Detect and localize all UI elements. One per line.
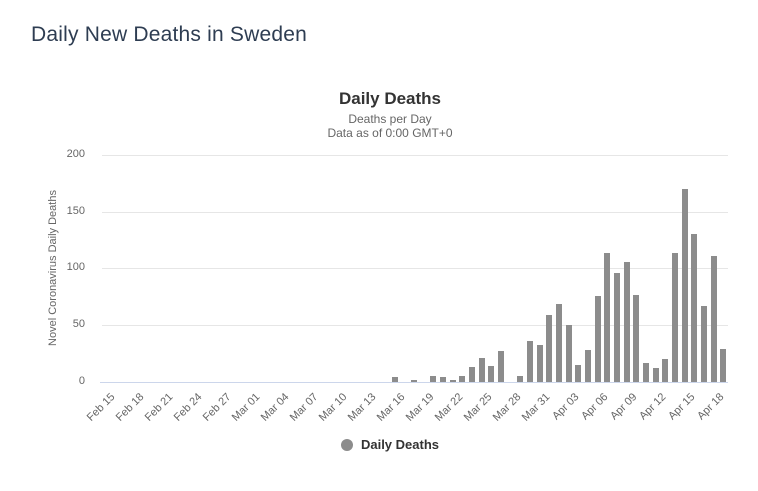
legend-label: Daily Deaths bbox=[360, 437, 440, 452]
x-tick-label-apr-03: Apr 03 bbox=[549, 391, 582, 423]
bar-apr-05[interactable] bbox=[584, 350, 591, 382]
x-tick-label-mar-07: Mar 07 bbox=[287, 391, 321, 424]
x-tick-label-mar-10: Mar 10 bbox=[316, 391, 350, 424]
gridline-50 bbox=[102, 325, 728, 326]
page-title: Daily New Deaths in Sweden bbox=[31, 23, 307, 46]
daily-deaths-chart: Daily Deaths Deaths per Day Data as of 0… bbox=[30, 85, 752, 485]
bar-apr-06[interactable] bbox=[594, 296, 601, 382]
bar-mar-31[interactable] bbox=[536, 345, 543, 382]
bar-apr-18[interactable] bbox=[710, 256, 717, 382]
bar-apr-07[interactable] bbox=[604, 253, 611, 382]
bar-apr-09[interactable] bbox=[623, 262, 630, 382]
chart-title: Daily Deaths bbox=[338, 89, 442, 108]
plot-area bbox=[100, 155, 728, 383]
bar-apr-01[interactable] bbox=[546, 315, 553, 382]
x-tick-label-feb-18: Feb 18 bbox=[113, 391, 147, 424]
x-tick-label-mar-13: Mar 13 bbox=[345, 391, 379, 424]
bar-apr-16[interactable] bbox=[691, 234, 698, 382]
bar-apr-15[interactable] bbox=[681, 189, 688, 382]
x-tick-label-mar-25: Mar 25 bbox=[461, 391, 495, 424]
x-tick-label-mar-01: Mar 01 bbox=[229, 391, 263, 424]
bar-mar-18[interactable] bbox=[411, 380, 417, 382]
bar-mar-26[interactable] bbox=[488, 366, 495, 382]
gridline-200 bbox=[102, 155, 728, 156]
legend-series-dot-icon bbox=[340, 438, 353, 451]
gridline-100 bbox=[102, 268, 728, 269]
x-tick-label-feb-15: Feb 15 bbox=[84, 391, 118, 424]
bar-apr-03[interactable] bbox=[565, 325, 572, 382]
bar-apr-13[interactable] bbox=[662, 359, 669, 382]
bar-mar-24[interactable] bbox=[468, 367, 475, 382]
bar-mar-27[interactable] bbox=[497, 351, 504, 382]
bar-apr-12[interactable] bbox=[652, 368, 659, 382]
bar-mar-22[interactable] bbox=[449, 380, 456, 382]
x-tick-label-feb-24: Feb 24 bbox=[171, 391, 205, 424]
bar-mar-29[interactable] bbox=[517, 376, 524, 382]
x-axis-line bbox=[100, 382, 728, 383]
x-tick-label-mar-04: Mar 04 bbox=[258, 391, 292, 424]
y-tick-label-200: 200 bbox=[66, 148, 85, 160]
bar-mar-21[interactable] bbox=[439, 377, 446, 382]
bar-mar-30[interactable] bbox=[526, 341, 533, 382]
bar-apr-19[interactable] bbox=[720, 349, 727, 382]
bar-mar-23[interactable] bbox=[459, 376, 466, 382]
bar-apr-14[interactable] bbox=[671, 253, 678, 382]
y-tick-label-150: 150 bbox=[66, 205, 85, 217]
bar-apr-17[interactable] bbox=[700, 306, 707, 382]
x-tick-label-mar-31: Mar 31 bbox=[519, 391, 553, 424]
bar-apr-11[interactable] bbox=[642, 363, 649, 382]
x-tick-label-feb-21: Feb 21 bbox=[142, 391, 176, 424]
bar-apr-02[interactable] bbox=[555, 304, 562, 382]
x-tick-label-feb-27: Feb 27 bbox=[200, 391, 234, 424]
chart-subtitle-deaths-per-day: Deaths per Day bbox=[348, 112, 432, 126]
bar-mar-20[interactable] bbox=[430, 376, 437, 382]
y-tick-label-100: 100 bbox=[66, 261, 85, 273]
y-tick-label-0: 0 bbox=[78, 375, 85, 387]
x-tick-label-apr-09: Apr 09 bbox=[607, 391, 640, 423]
bar-apr-10[interactable] bbox=[633, 295, 640, 382]
bar-mar-16[interactable] bbox=[391, 377, 398, 382]
legend[interactable]: Daily Deaths bbox=[30, 437, 750, 452]
bar-apr-04[interactable] bbox=[575, 365, 582, 382]
bar-apr-08[interactable] bbox=[613, 273, 620, 382]
chart-subtitle-data-as-of: Data as of 0:00 GMT+0 bbox=[327, 126, 453, 140]
x-tick-label-mar-19: Mar 19 bbox=[403, 391, 437, 424]
x-tick-label-mar-16: Mar 16 bbox=[374, 391, 408, 424]
bar-mar-25[interactable] bbox=[478, 358, 485, 382]
x-tick-label-apr-06: Apr 06 bbox=[578, 391, 611, 423]
x-tick-label-mar-22: Mar 22 bbox=[432, 391, 466, 424]
x-tick-label-mar-28: Mar 28 bbox=[490, 391, 524, 424]
gridline-150 bbox=[102, 212, 728, 213]
x-tick-label-apr-18: Apr 18 bbox=[694, 391, 726, 423]
y-tick-label-50: 50 bbox=[72, 318, 85, 330]
x-tick-label-apr-15: Apr 15 bbox=[665, 391, 698, 423]
x-tick-label-apr-12: Apr 12 bbox=[636, 391, 669, 423]
